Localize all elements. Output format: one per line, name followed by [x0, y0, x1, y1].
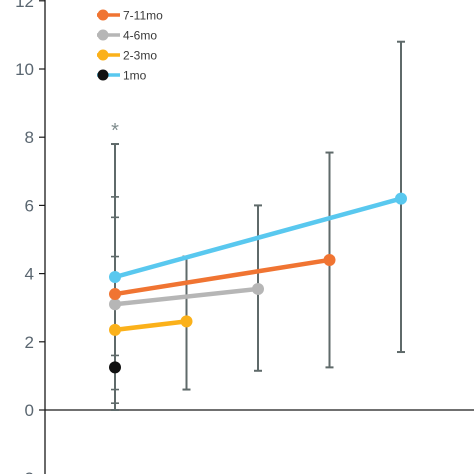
series-4-6mo-line — [112, 286, 261, 307]
legend-label: 4-6mo — [123, 29, 157, 43]
legend-label: 1mo — [123, 69, 147, 83]
legend-swatch-marker — [97, 49, 109, 61]
y-tick-label: 12 — [15, 0, 34, 11]
series-2-3mo-line — [112, 319, 189, 333]
significance-annotation: * — [111, 120, 119, 142]
error-bars — [111, 40, 405, 411]
series-7-11mo-point — [109, 288, 121, 301]
y-tick-label: 10 — [15, 60, 34, 79]
series-extra-line — [112, 196, 404, 280]
series-extra-point — [109, 271, 121, 284]
axes: -2 0 2 4 6 8 10 12 — [15, 0, 474, 474]
series-1mo-point — [109, 361, 121, 374]
y-tick-label: 2 — [25, 333, 34, 352]
y-tick-label: 8 — [25, 128, 34, 147]
series-extra-point — [395, 192, 407, 205]
y-tick-label: 4 — [25, 265, 34, 284]
legend: 7-11mo 4-6mo 2-3mo 1mo — [97, 9, 163, 83]
series-7-11mo-line — [112, 257, 332, 297]
series-2-3mo-point — [180, 315, 193, 328]
legend-swatch-marker — [97, 69, 109, 81]
legend-swatch-marker — [97, 29, 109, 41]
series-lines — [109, 192, 407, 374]
legend-swatch-marker — [97, 9, 109, 21]
annotations: * — [111, 120, 119, 142]
series-4-6mo-point — [252, 282, 264, 295]
series-2-3mo-point — [109, 323, 121, 336]
y-tick-label: 6 — [25, 196, 34, 215]
y-tick-label: -2 — [19, 469, 34, 474]
legend-label: 7-11mo — [123, 9, 163, 23]
series-4-6mo-point — [109, 298, 121, 311]
legend-label: 2-3mo — [123, 49, 157, 63]
series-7-11mo-point — [323, 253, 336, 266]
y-tick-label: 0 — [25, 401, 34, 420]
